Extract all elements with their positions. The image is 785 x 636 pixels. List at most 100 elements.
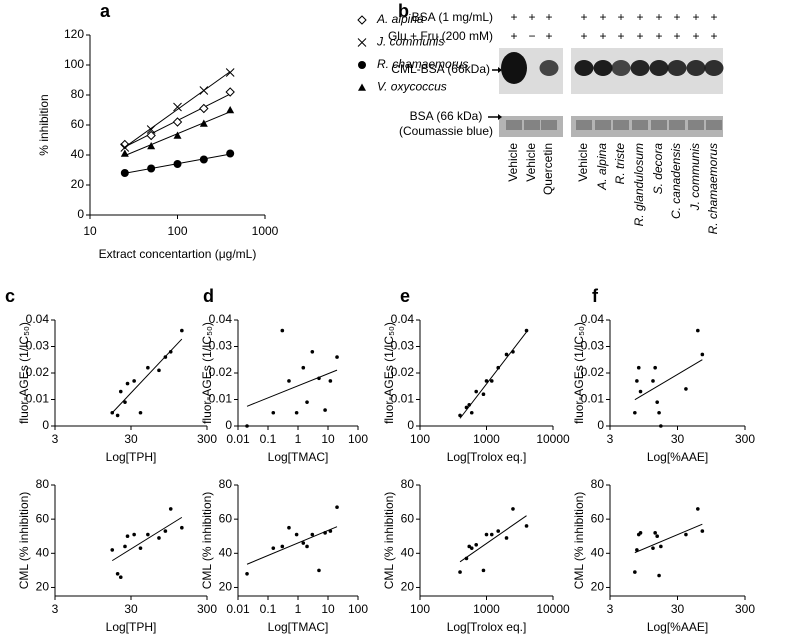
y-tick-label: 0.04 <box>209 312 233 326</box>
band-label: CML-BSA (66kDa) <box>391 62 490 76</box>
x-tick-label: 10 <box>321 602 335 616</box>
y-tick-label: 80 <box>36 477 50 491</box>
x-tick-label: 300 <box>197 602 217 616</box>
point <box>489 532 494 537</box>
point <box>484 532 489 537</box>
point <box>310 350 315 354</box>
point <box>700 529 705 533</box>
sign: + <box>580 10 587 24</box>
point <box>651 546 655 550</box>
point <box>496 529 501 533</box>
sign: + <box>710 29 717 43</box>
x-tick-label: 1000 <box>473 432 500 446</box>
y-axis-label: fluor-AGEs (1/IC₅₀) <box>200 322 214 424</box>
point <box>653 365 657 370</box>
y-tick-label: 40 <box>591 545 605 559</box>
x-tick-label: 1000 <box>252 224 279 238</box>
y-tick-label: 40 <box>71 147 85 161</box>
x-axis-label: Log[TPH] <box>106 620 157 634</box>
point <box>317 568 321 573</box>
x-axis-label: Log[TMAC] <box>268 450 329 464</box>
x-tick-label: 10000 <box>536 432 570 446</box>
lane-label: Vehicle <box>524 143 538 182</box>
lane-label: Quercetin <box>541 143 555 195</box>
point <box>110 410 115 415</box>
y-tick-label: 0.01 <box>26 392 50 406</box>
lane-label: Vehicle <box>506 143 520 182</box>
band <box>706 120 722 130</box>
row-label: Glu + Fru (200 mM) <box>388 29 493 43</box>
point <box>157 536 161 540</box>
point <box>132 379 136 383</box>
point <box>655 400 659 404</box>
sign: + <box>673 29 680 43</box>
band <box>704 60 724 76</box>
x-axis-label: Log[%AAE] <box>647 450 708 464</box>
panel-letter: d <box>203 286 214 306</box>
y-tick-label: 60 <box>219 511 233 525</box>
fit-line <box>634 523 703 554</box>
marker <box>199 86 209 95</box>
x-axis-label: Log[Trolox eq.] <box>447 450 527 464</box>
y-tick-label: 20 <box>401 580 415 594</box>
point <box>657 573 661 578</box>
band <box>686 60 706 76</box>
marker <box>120 169 129 177</box>
point <box>328 379 333 383</box>
x-tick-label: 3 <box>607 432 614 446</box>
lane-label: J. communis <box>688 143 702 211</box>
y-axis-label: CML (% inhibition) <box>382 492 396 590</box>
y-tick-label: 80 <box>219 477 233 491</box>
x-tick-label: 3 <box>52 432 59 446</box>
y-tick-label: 0.03 <box>209 339 233 353</box>
marker <box>120 143 130 152</box>
x-tick-label: 100 <box>410 602 430 616</box>
y-tick-label: 60 <box>36 511 50 525</box>
y-tick-label: 0 <box>407 418 414 432</box>
y-tick-label: 120 <box>64 27 84 41</box>
y-tick-label: 0.01 <box>209 392 233 406</box>
y-tick-label: 0.02 <box>209 365 233 379</box>
x-tick-label: 10000 <box>536 602 570 616</box>
legend-label: J. communis <box>376 35 444 49</box>
lane-label: Vehicle <box>576 143 590 182</box>
point <box>636 365 641 370</box>
point <box>496 365 501 370</box>
lane-label: R. glandulosum <box>632 143 646 226</box>
y-tick-label: 0 <box>77 207 84 221</box>
sign: + <box>673 10 680 24</box>
marker <box>173 160 182 168</box>
point <box>271 410 276 415</box>
point <box>335 505 339 510</box>
fit-line <box>111 516 183 562</box>
point <box>684 532 688 537</box>
x-tick-label: 0.1 <box>260 432 277 446</box>
point <box>287 379 291 383</box>
x-tick-label: 0.1 <box>260 602 277 616</box>
panel-letter: f <box>592 286 599 306</box>
y-tick-label: 60 <box>401 511 415 525</box>
fit-line <box>634 359 703 401</box>
sign: + <box>617 29 624 43</box>
point <box>524 524 529 528</box>
sign: + <box>617 10 624 24</box>
lane-label: A. alpina <box>595 143 609 191</box>
band <box>541 120 557 130</box>
point <box>138 410 143 415</box>
point <box>287 525 291 530</box>
point <box>684 387 688 391</box>
point <box>511 350 515 354</box>
point <box>132 532 136 537</box>
point <box>125 534 130 539</box>
point <box>146 365 150 370</box>
point <box>323 531 327 535</box>
point <box>467 544 472 549</box>
y-tick-label: 0.04 <box>581 312 605 326</box>
point <box>123 544 127 549</box>
lane-label: R. chamaemorus <box>706 143 720 234</box>
x-tick-label: 0.01 <box>226 432 250 446</box>
y-axis-label: fluor-AGEs (1/IC₅₀) <box>572 322 586 424</box>
x-tick-label: 100 <box>348 432 368 446</box>
point <box>310 532 315 537</box>
fit-line <box>246 526 338 565</box>
